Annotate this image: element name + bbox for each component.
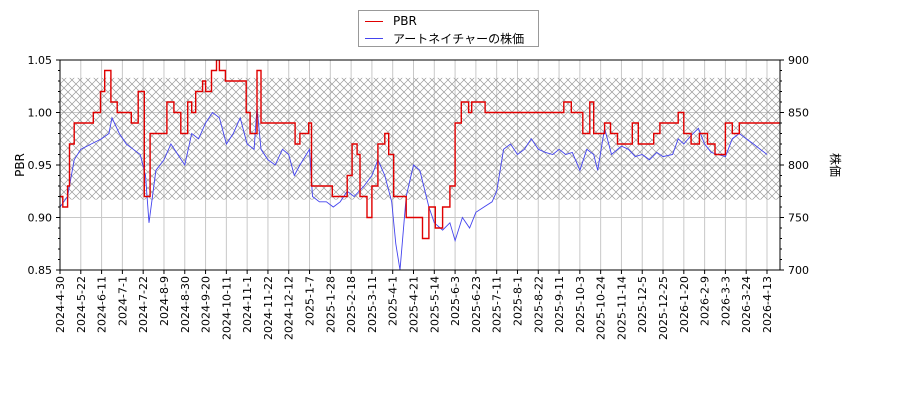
svg-text:900: 900 (788, 54, 809, 67)
svg-text:700: 700 (788, 264, 809, 277)
pbr-line (60, 60, 780, 240)
legend-label-pbr: PBR (393, 14, 417, 28)
svg-text:2024-7-22: 2024-7-22 (137, 276, 150, 333)
svg-text:850: 850 (788, 107, 809, 120)
svg-text:2026-2-9: 2026-2-9 (699, 276, 712, 326)
y-axis-title: PBR (13, 153, 27, 177)
svg-text:2024-12-12: 2024-12-12 (283, 276, 296, 340)
svg-text:2025-10-3: 2025-10-3 (574, 276, 587, 333)
legend-item-pbr: PBR (365, 13, 417, 29)
svg-text:2024-6-11: 2024-6-11 (96, 276, 109, 333)
svg-text:2024-10-11: 2024-10-11 (220, 276, 233, 340)
svg-text:2025-4-21: 2025-4-21 (408, 276, 421, 333)
series-lines (60, 60, 780, 270)
svg-text:2024-11-22: 2024-11-22 (262, 276, 275, 340)
svg-text:2024-8-9: 2024-8-9 (158, 276, 171, 326)
chart-legend: PBR アートネイチャーの株価 (358, 10, 539, 47)
svg-text:2025-10-24: 2025-10-24 (595, 276, 608, 340)
svg-text:2025-8-22: 2025-8-22 (532, 276, 545, 333)
svg-text:2025-11-14: 2025-11-14 (615, 276, 628, 340)
svg-text:2026-3-24: 2026-3-24 (740, 276, 753, 333)
svg-text:2026-4-13: 2026-4-13 (761, 276, 774, 333)
legend-label-price: アートネイチャーの株価 (393, 31, 525, 46)
svg-text:2025-3-11: 2025-3-11 (366, 276, 379, 333)
svg-text:2024-8-30: 2024-8-30 (179, 276, 192, 333)
svg-text:2024-7-1: 2024-7-1 (116, 276, 129, 326)
svg-text:2025-8-1: 2025-8-1 (511, 276, 524, 326)
svg-text:750: 750 (788, 212, 809, 225)
svg-text:2025-9-11: 2025-9-11 (553, 276, 566, 333)
svg-text:1.00: 1.00 (28, 107, 53, 120)
svg-text:2025-1-28: 2025-1-28 (324, 276, 337, 333)
svg-text:2025-12-5: 2025-12-5 (636, 276, 649, 333)
svg-text:0.85: 0.85 (28, 264, 53, 277)
svg-text:2024-9-20: 2024-9-20 (200, 276, 213, 333)
shaded-band (60, 77, 780, 200)
svg-text:800: 800 (788, 159, 809, 172)
svg-text:2025-4-1: 2025-4-1 (387, 276, 400, 326)
x-axis: 2024-4-30 2024-5-22 2024-6-11 2024-7-1 2024-… (54, 270, 774, 340)
y-axis-left: 0.85 0.90 0.95 1.00 1.05 (28, 54, 60, 277)
svg-text:2026-1-20: 2026-1-20 (678, 276, 691, 333)
svg-text:2025-12-25: 2025-12-25 (657, 276, 670, 340)
svg-text:2025-6-23: 2025-6-23 (470, 276, 483, 333)
legend-item-price: アートネイチャーの株価 (365, 30, 524, 46)
svg-text:2024-11-1: 2024-11-1 (241, 276, 254, 333)
svg-text:2025-1-7: 2025-1-7 (304, 276, 317, 326)
svg-text:2025-2-18: 2025-2-18 (345, 276, 358, 333)
svg-text:2025-5-14: 2025-5-14 (428, 276, 441, 333)
svg-text:2025-7-11: 2025-7-11 (491, 276, 504, 333)
svg-text:0.90: 0.90 (28, 212, 53, 225)
svg-text:2026-3-3: 2026-3-3 (719, 276, 732, 326)
svg-text:2024-5-22: 2024-5-22 (75, 276, 88, 333)
svg-text:2024-4-30: 2024-4-30 (54, 276, 67, 333)
svg-text:2025-6-3: 2025-6-3 (449, 276, 462, 326)
stock-price-line (60, 107, 768, 270)
price-line-swatch-icon (365, 37, 383, 39)
svg-text:0.95: 0.95 (28, 159, 53, 172)
y2-axis-title: 株価 (828, 153, 843, 177)
y-axis-right: 700 750 800 850 900 (780, 54, 809, 277)
pbr-line-swatch-icon (365, 20, 383, 22)
svg-text:1.05: 1.05 (28, 54, 53, 67)
